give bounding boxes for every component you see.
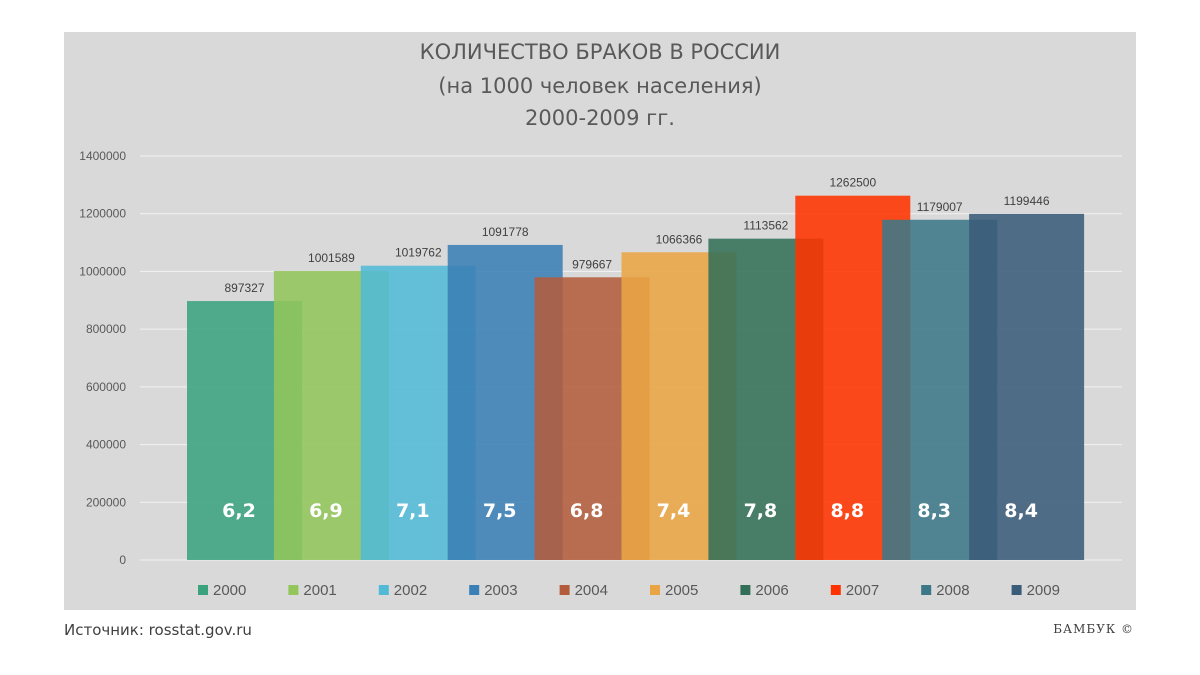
rate-label: 8,4 [1004, 500, 1038, 522]
legend-label: 2000 [213, 582, 246, 599]
rate-label: 6,2 [222, 500, 256, 522]
legend-swatch [921, 585, 932, 595]
y-tick-label: 600000 [86, 380, 126, 394]
legend-swatch [559, 585, 570, 595]
y-tick-label: 1000000 [79, 264, 126, 278]
y-tick-label: 800000 [86, 322, 126, 336]
legend: 2000 2001 2002 2003 2004 2005 2006 2007 2008 2009 [198, 582, 1060, 599]
legend-swatch [830, 585, 841, 595]
rate-label: 6,8 [570, 500, 604, 522]
value-label: 1001589 [308, 251, 355, 265]
legend-label: 2007 [846, 582, 879, 599]
value-label: 1066366 [656, 232, 703, 246]
rate-label: 7,8 [744, 500, 778, 522]
legend-swatch [740, 585, 751, 595]
rate-label: 7,5 [483, 500, 517, 522]
legend-label: 2003 [484, 582, 517, 599]
legend-label: 2004 [575, 582, 608, 599]
value-label: 1091778 [482, 225, 529, 239]
bar-2009 [969, 213, 1085, 561]
legend-swatch [650, 585, 660, 595]
legend-swatch [469, 585, 480, 595]
legend-swatch [288, 585, 299, 595]
chart-subtitle: (на 1000 человек населения) [438, 74, 762, 98]
y-tick-label: 400000 [86, 438, 126, 452]
rate-label: 8,8 [830, 500, 864, 522]
y-tick-label: 1200000 [79, 207, 126, 221]
value-label: 897327 [224, 281, 264, 295]
legend-label: 2005 [665, 582, 698, 599]
y-tick-label: 1400000 [79, 149, 126, 163]
legend-label: 2001 [303, 582, 336, 599]
chart-title: КОЛИЧЕСТВО БРАКОВ В РОССИИ [419, 40, 781, 64]
rate-label: 8,3 [917, 500, 951, 522]
value-label: 1199446 [1004, 194, 1050, 208]
value-label: 979667 [572, 257, 612, 271]
brand-mark: БАМБУК © [1053, 622, 1134, 636]
legend-label: 2009 [1027, 582, 1060, 599]
legend-label: 2002 [394, 582, 427, 599]
value-label: 1113562 [743, 219, 788, 233]
value-labels: 897327 6,2 1001589 6,9 1019762 7,1 1091778 7,5 9… [222, 176, 1050, 522]
value-label: 1019762 [395, 246, 442, 260]
legend-swatch [1011, 585, 1022, 595]
source-note: Источник: rosstat.gov.ru [64, 621, 252, 639]
value-label: 1262500 [829, 176, 876, 190]
rate-label: 6,9 [309, 500, 343, 522]
value-label: 1179007 [917, 200, 963, 214]
legend-label: 2008 [936, 582, 969, 599]
legend-swatch [378, 585, 389, 595]
y-tick-label: 0 [119, 553, 126, 567]
legend-label: 2006 [755, 582, 788, 599]
bars [187, 195, 1085, 561]
chart-period: 2000-2009 гг. [525, 106, 675, 130]
rate-label: 7,4 [657, 500, 691, 522]
legend-swatch [198, 585, 208, 595]
y-axis: 0 200000 400000 600000 800000 1000000 1200000 1… [79, 149, 126, 567]
y-tick-label: 200000 [86, 495, 126, 509]
rate-label: 7,1 [396, 500, 430, 522]
